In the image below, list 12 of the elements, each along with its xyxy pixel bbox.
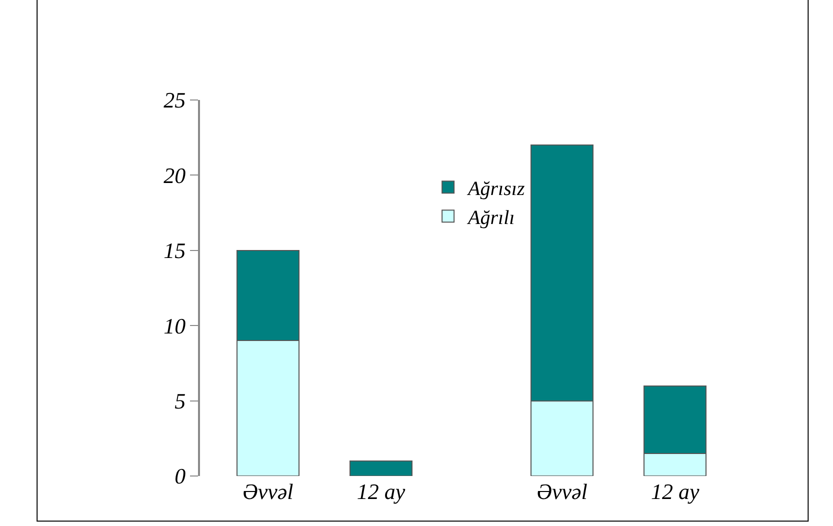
y-tick-label: 0 [174, 464, 186, 489]
x-tick-label: 12 ay [650, 479, 700, 504]
y-tick-label: 20 [164, 162, 186, 188]
legend-label: Ağrısız [466, 178, 525, 200]
y-tick-label: 5 [174, 388, 186, 414]
y-tick-label: 10 [164, 313, 186, 338]
y-tick-label: 15 [164, 238, 186, 264]
x-tick-label: 12 ay [356, 479, 406, 504]
x-tick-label: Əvvəl [242, 479, 294, 504]
x-tick-label: Əvvəl [536, 479, 588, 504]
legend-label: Ağrılı [466, 206, 515, 229]
y-tick-label: 25 [164, 88, 186, 113]
